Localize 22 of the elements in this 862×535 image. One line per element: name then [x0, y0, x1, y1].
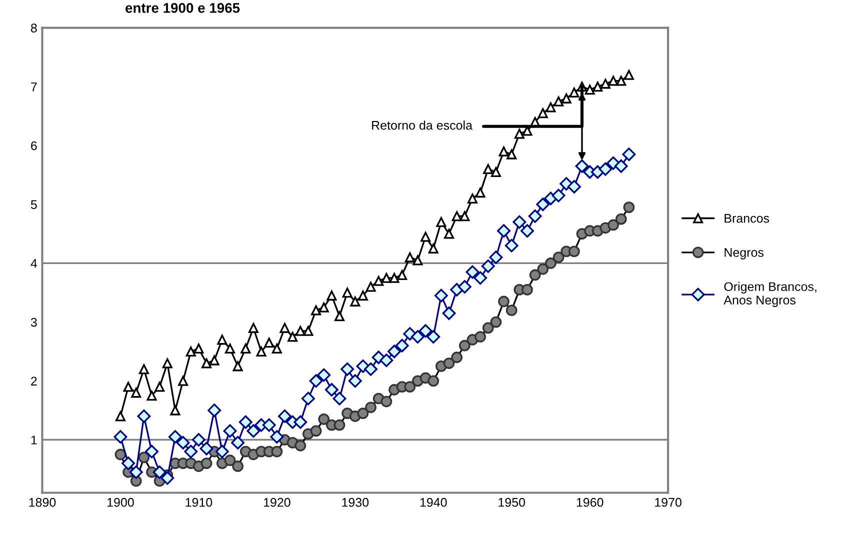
x-tick-label: 1940	[420, 498, 447, 507]
x-tick-label: 1950	[498, 498, 526, 507]
chart-title: entre 1900 e 1965	[126, 3, 240, 13]
x-tick-label: 1960	[576, 498, 604, 507]
x-tick-label: 1970	[655, 498, 682, 507]
x-tick-label: 1930	[342, 498, 369, 507]
x-tick-label: 1890	[29, 498, 56, 507]
y-tick-label: 6	[31, 141, 37, 150]
y-tick-label: 3	[30, 318, 37, 327]
y-tick-label: 4	[30, 259, 38, 268]
y-tick-label: 1	[31, 436, 37, 444]
legend-label: Negros	[724, 248, 764, 260]
legend-label: Brancos	[724, 214, 770, 223]
x-tick-label: 1900	[108, 498, 134, 507]
x-tick-label: 1920	[264, 498, 290, 507]
y-tick-label: 8	[30, 24, 37, 32]
x-tick-label: 1910	[186, 498, 212, 507]
legend-label: Origem Brancos, Anos Negros	[724, 282, 816, 307]
y-tick-label: 7	[31, 82, 37, 92]
annotation: Retorno da escola	[372, 120, 472, 130]
y-tick-label: 5	[30, 200, 37, 210]
y-tick-label: 2	[31, 376, 37, 386]
